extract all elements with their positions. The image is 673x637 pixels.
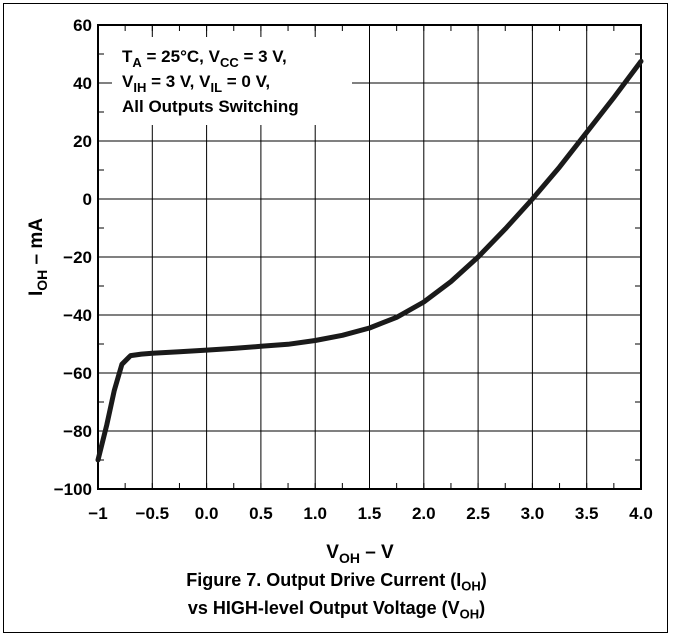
y-tick-label: −20 [63,248,92,267]
y-tick-label: −80 [63,422,92,441]
x-tick-label: 0.5 [249,504,273,523]
annotation-box [112,37,352,125]
x-tick-label: −1 [88,504,107,523]
x-tick-label: 4.0 [629,504,653,523]
y-tick-label: 40 [73,74,92,93]
x-tick-label: 0.0 [195,504,219,523]
y-tick-label: 60 [73,16,92,35]
annotation-line-2: VIH = 3 V, VIL = 0 V, [122,72,270,95]
y-axis-title: IOH – mA [26,218,50,296]
ioh-vs-voh-curve [95,58,644,463]
x-tick-label: 1.5 [358,504,382,523]
y-tick-label: 20 [73,132,92,151]
x-tick-label: 3.0 [521,504,545,523]
plot-border [97,24,642,490]
x-tick-labels: −1 −0.5 0.0 0.5 1.0 1.5 2.0 2.5 3.0 3.5 4.0 [88,504,653,523]
figure-caption-line-2: vs HIGH-level Output Voltage (VOH) [187,598,486,622]
y-tick-label: 0 [83,190,92,209]
x-tick-label: 2.5 [466,504,490,523]
x-tick-label: 1.0 [303,504,327,523]
annotation-line-3: All Outputs Switching [122,97,299,116]
x-tick-label: −0.5 [136,504,170,523]
y-tick-label: −60 [63,364,92,383]
annotation-line-1: TA = 25°C, VCC = 3 V, [122,47,287,70]
x-tick-label: 3.5 [575,504,599,523]
y-tick-label: −40 [63,306,92,325]
figure-frame [3,3,668,633]
series-layer [95,58,644,463]
x-tick-label: 2.0 [412,504,436,523]
figure-caption-line-1: Figure 7. Output Drive Current (IOH) [186,570,487,594]
x-axis-title: VOH – V [326,542,394,566]
y-tick-labels: 60 40 20 0 −20 −40 −60 −80 −100 [54,16,92,499]
y-tick-label: −100 [54,480,92,499]
